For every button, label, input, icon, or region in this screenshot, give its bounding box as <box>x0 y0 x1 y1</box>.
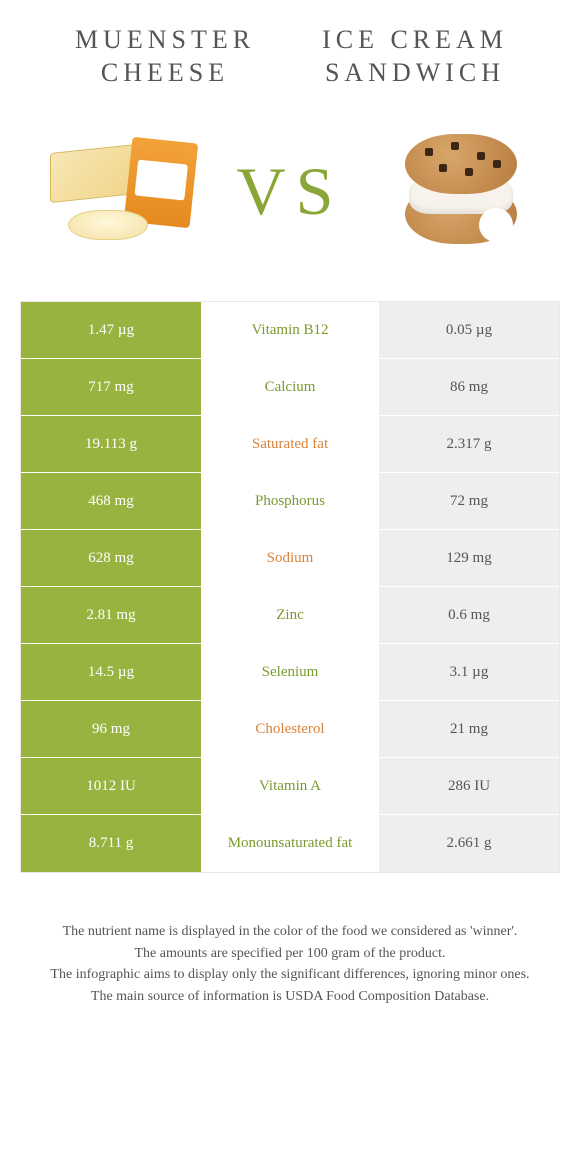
nutrient-label: Sodium <box>201 530 379 586</box>
table-row: 717 mgCalcium86 mg <box>21 359 559 416</box>
left-value-cell: 1.47 µg <box>21 302 201 358</box>
footer-line: The main source of information is USDA F… <box>28 986 552 1008</box>
right-value-cell: 72 mg <box>379 473 559 529</box>
right-value-cell: 0.05 µg <box>379 302 559 358</box>
nutrient-label: Saturated fat <box>201 416 379 472</box>
left-title-text: MUENSTER CHEESE <box>40 24 290 89</box>
nutrient-label: Zinc <box>201 587 379 643</box>
table-row: 14.5 µgSelenium3.1 µg <box>21 644 559 701</box>
table-row: 8.711 gMonounsaturated fat2.661 g <box>21 815 559 872</box>
footer-line: The amounts are specified per 100 gram o… <box>28 943 552 965</box>
nutrient-label: Vitamin A <box>201 758 379 814</box>
nutrient-label: Cholesterol <box>201 701 379 757</box>
table-row: 1.47 µgVitamin B120.05 µg <box>21 302 559 359</box>
right-value-cell: 3.1 µg <box>379 644 559 700</box>
left-value-cell: 8.711 g <box>21 815 201 872</box>
nutrient-table: 1.47 µgVitamin B120.05 µg717 mgCalcium86… <box>20 301 560 873</box>
table-row: 628 mgSodium129 mg <box>21 530 559 587</box>
cookie-illustration <box>381 121 541 261</box>
left-value-cell: 96 mg <box>21 701 201 757</box>
left-value-cell: 1012 IU <box>21 758 201 814</box>
right-value-cell: 286 IU <box>379 758 559 814</box>
right-title-text: ICE CREAM SANDWICH <box>290 24 540 89</box>
left-food-title: MUENSTER CHEESE <box>40 24 290 89</box>
nutrient-label: Vitamin B12 <box>201 302 379 358</box>
header: MUENSTER CHEESE ICE CREAM SANDWICH <box>0 0 580 101</box>
footer-line: The infographic aims to display only the… <box>28 964 552 986</box>
images-row: VS <box>0 101 580 301</box>
right-food-title: ICE CREAM SANDWICH <box>290 24 540 89</box>
left-value-cell: 19.113 g <box>21 416 201 472</box>
right-value-cell: 2.661 g <box>379 815 559 872</box>
footer-notes: The nutrient name is displayed in the co… <box>0 873 580 1008</box>
right-value-cell: 129 mg <box>379 530 559 586</box>
nutrient-label: Monounsaturated fat <box>201 815 379 872</box>
table-row: 96 mgCholesterol21 mg <box>21 701 559 758</box>
nutrient-label: Phosphorus <box>201 473 379 529</box>
left-value-cell: 628 mg <box>21 530 201 586</box>
left-value-cell: 717 mg <box>21 359 201 415</box>
nutrient-label: Calcium <box>201 359 379 415</box>
left-value-cell: 468 mg <box>21 473 201 529</box>
footer-line: The nutrient name is displayed in the co… <box>28 921 552 943</box>
table-row: 468 mgPhosphorus72 mg <box>21 473 559 530</box>
table-row: 1012 IUVitamin A286 IU <box>21 758 559 815</box>
left-value-cell: 14.5 µg <box>21 644 201 700</box>
right-value-cell: 86 mg <box>379 359 559 415</box>
nutrient-label: Selenium <box>201 644 379 700</box>
table-row: 2.81 mgZinc0.6 mg <box>21 587 559 644</box>
cheese-illustration <box>39 121 199 261</box>
right-value-cell: 0.6 mg <box>379 587 559 643</box>
table-row: 19.113 gSaturated fat2.317 g <box>21 416 559 473</box>
right-value-cell: 2.317 g <box>379 416 559 472</box>
left-value-cell: 2.81 mg <box>21 587 201 643</box>
vs-label: VS <box>237 152 344 231</box>
right-value-cell: 21 mg <box>379 701 559 757</box>
